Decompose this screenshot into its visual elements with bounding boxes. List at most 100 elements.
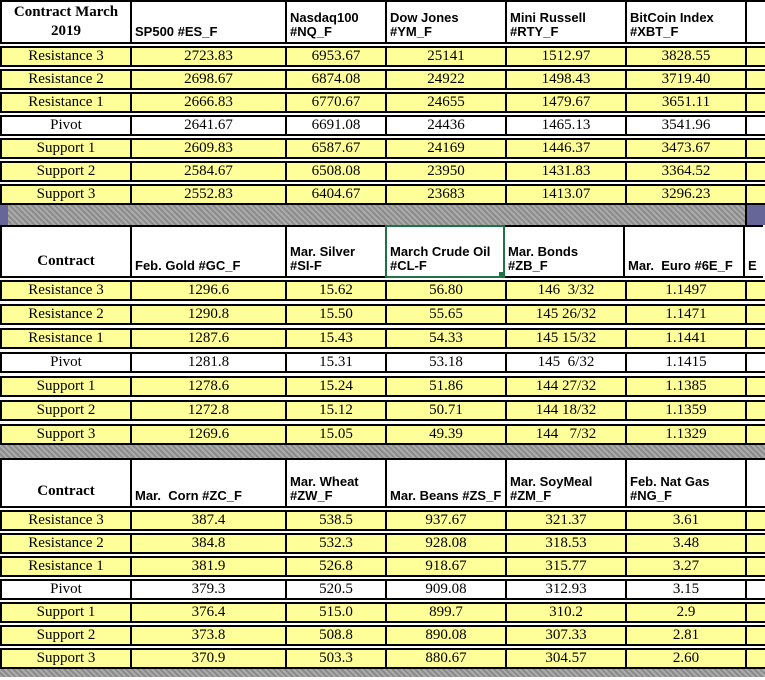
value-cell[interactable]: 56.80 (385, 280, 505, 301)
value-cell[interactable]: 1281.8 (130, 352, 285, 373)
value-cell[interactable]: 53.18 (385, 352, 505, 373)
value-cell[interactable]: 2584.67 (130, 161, 285, 182)
value-cell[interactable]: 1.1441 (625, 328, 745, 349)
partial-cell[interactable] (745, 648, 765, 669)
column-header-beans[interactable]: Mar. Beans #ZS_F (385, 458, 505, 508)
value-cell[interactable]: 1.1385 (625, 376, 745, 397)
value-cell[interactable]: 2.81 (625, 625, 745, 646)
value-cell[interactable]: 2552.83 (130, 184, 285, 205)
column-header-partial[interactable]: E (743, 225, 763, 278)
row-label[interactable]: Resistance 1 (0, 556, 130, 577)
value-cell[interactable]: 918.67 (385, 556, 505, 577)
section-title[interactable]: Contract March 2019 (0, 0, 130, 44)
value-cell[interactable]: 6770.67 (285, 92, 385, 113)
row-label[interactable]: Support 1 (0, 602, 130, 623)
value-cell[interactable]: 890.08 (385, 625, 505, 646)
value-cell[interactable]: 146 3/32 (505, 280, 625, 301)
column-header-mini-russell[interactable]: Mini Russell #RTY_F (505, 0, 625, 44)
value-cell[interactable]: 909.08 (385, 579, 505, 600)
value-cell[interactable]: 1296.6 (130, 280, 285, 301)
value-cell[interactable]: 24655 (385, 92, 505, 113)
value-cell[interactable]: 538.5 (285, 510, 385, 531)
value-cell[interactable]: 1479.67 (505, 92, 625, 113)
partial-cell[interactable] (745, 138, 765, 159)
column-header-crude-oil[interactable]: March Crude Oil #CL-F (385, 225, 505, 278)
value-cell[interactable]: 24922 (385, 69, 505, 90)
value-cell[interactable]: 51.86 (385, 376, 505, 397)
value-cell[interactable]: 3.15 (625, 579, 745, 600)
partial-cell[interactable] (745, 352, 765, 373)
value-cell[interactable]: 880.67 (385, 648, 505, 669)
value-cell[interactable]: 2.9 (625, 602, 745, 623)
column-header-dow-jones[interactable]: Dow Jones #YM_F (385, 0, 505, 44)
column-header-silver[interactable]: Mar. Silver #SI-F (285, 225, 385, 278)
value-cell[interactable]: 6691.08 (285, 115, 385, 136)
row-label[interactable]: Resistance 3 (0, 46, 130, 67)
row-label[interactable]: Support 1 (0, 138, 130, 159)
partial-cell[interactable] (745, 115, 765, 136)
column-header-bonds[interactable]: Mar. Bonds #ZB_F (503, 225, 623, 278)
value-cell[interactable]: 387.4 (130, 510, 285, 531)
row-label[interactable]: Resistance 2 (0, 533, 130, 554)
value-cell[interactable]: 899.7 (385, 602, 505, 623)
value-cell[interactable]: 1.1471 (625, 304, 745, 325)
value-cell[interactable]: 145 15/32 (505, 328, 625, 349)
value-cell[interactable]: 2641.67 (130, 115, 285, 136)
row-label[interactable]: Resistance 2 (0, 304, 130, 325)
row-label[interactable]: Resistance 3 (0, 510, 130, 531)
partial-cell[interactable] (745, 304, 765, 325)
value-cell[interactable]: 144 27/32 (505, 376, 625, 397)
row-label[interactable]: Resistance 1 (0, 328, 130, 349)
value-cell[interactable]: 23683 (385, 184, 505, 205)
value-cell[interactable]: 15.50 (285, 304, 385, 325)
value-cell[interactable]: 1278.6 (130, 376, 285, 397)
value-cell[interactable]: 2723.83 (130, 46, 285, 67)
value-cell[interactable]: 315.77 (505, 556, 625, 577)
value-cell[interactable]: 520.5 (285, 579, 385, 600)
partial-cell[interactable] (745, 46, 765, 67)
partial-cell[interactable] (745, 579, 765, 600)
value-cell[interactable]: 144 7/32 (505, 424, 625, 445)
row-label[interactable]: Resistance 3 (0, 280, 130, 301)
partial-cell[interactable] (745, 376, 765, 397)
column-header-corn[interactable]: Mar. Corn #ZC_F (130, 458, 285, 508)
partial-cell[interactable] (745, 556, 765, 577)
value-cell[interactable]: 1287.6 (130, 328, 285, 349)
value-cell[interactable]: 310.2 (505, 602, 625, 623)
value-cell[interactable]: 144 18/32 (505, 400, 625, 421)
row-label[interactable]: Pivot (0, 579, 130, 600)
value-cell[interactable]: 526.8 (285, 556, 385, 577)
row-label[interactable]: Support 3 (0, 424, 130, 445)
value-cell[interactable]: 376.4 (130, 602, 285, 623)
value-cell[interactable]: 15.12 (285, 400, 385, 421)
value-cell[interactable]: 937.67 (385, 510, 505, 531)
value-cell[interactable]: 3364.52 (625, 161, 745, 182)
partial-cell[interactable] (745, 328, 765, 349)
value-cell[interactable]: 23950 (385, 161, 505, 182)
value-cell[interactable]: 25141 (385, 46, 505, 67)
value-cell[interactable]: 370.9 (130, 648, 285, 669)
column-header-nat-gas[interactable]: Feb. Nat Gas #NG_F (625, 458, 745, 508)
value-cell[interactable]: 2698.67 (130, 69, 285, 90)
row-label[interactable]: Support 1 (0, 376, 130, 397)
value-cell[interactable]: 381.9 (130, 556, 285, 577)
value-cell[interactable]: 3473.67 (625, 138, 745, 159)
column-header-euro[interactable]: Mar. Euro #6E_F (623, 225, 743, 278)
column-header-nasdaq100[interactable]: Nasdaq100 #NQ_F (285, 0, 385, 44)
value-cell[interactable]: 24436 (385, 115, 505, 136)
row-label[interactable]: Resistance 2 (0, 69, 130, 90)
value-cell[interactable]: 373.8 (130, 625, 285, 646)
value-cell[interactable]: 384.8 (130, 533, 285, 554)
value-cell[interactable]: 6508.08 (285, 161, 385, 182)
partial-cell[interactable] (745, 533, 765, 554)
value-cell[interactable]: 6587.67 (285, 138, 385, 159)
row-label[interactable]: Pivot (0, 115, 130, 136)
value-cell[interactable]: 508.8 (285, 625, 385, 646)
partial-cell[interactable] (745, 69, 765, 90)
value-cell[interactable]: 3651.11 (625, 92, 745, 113)
value-cell[interactable]: 2609.83 (130, 138, 285, 159)
value-cell[interactable]: 24169 (385, 138, 505, 159)
column-header-soymeal[interactable]: Mar. SoyMeal #ZM_F (505, 458, 625, 508)
value-cell[interactable]: 1.1415 (625, 352, 745, 373)
value-cell[interactable]: 54.33 (385, 328, 505, 349)
